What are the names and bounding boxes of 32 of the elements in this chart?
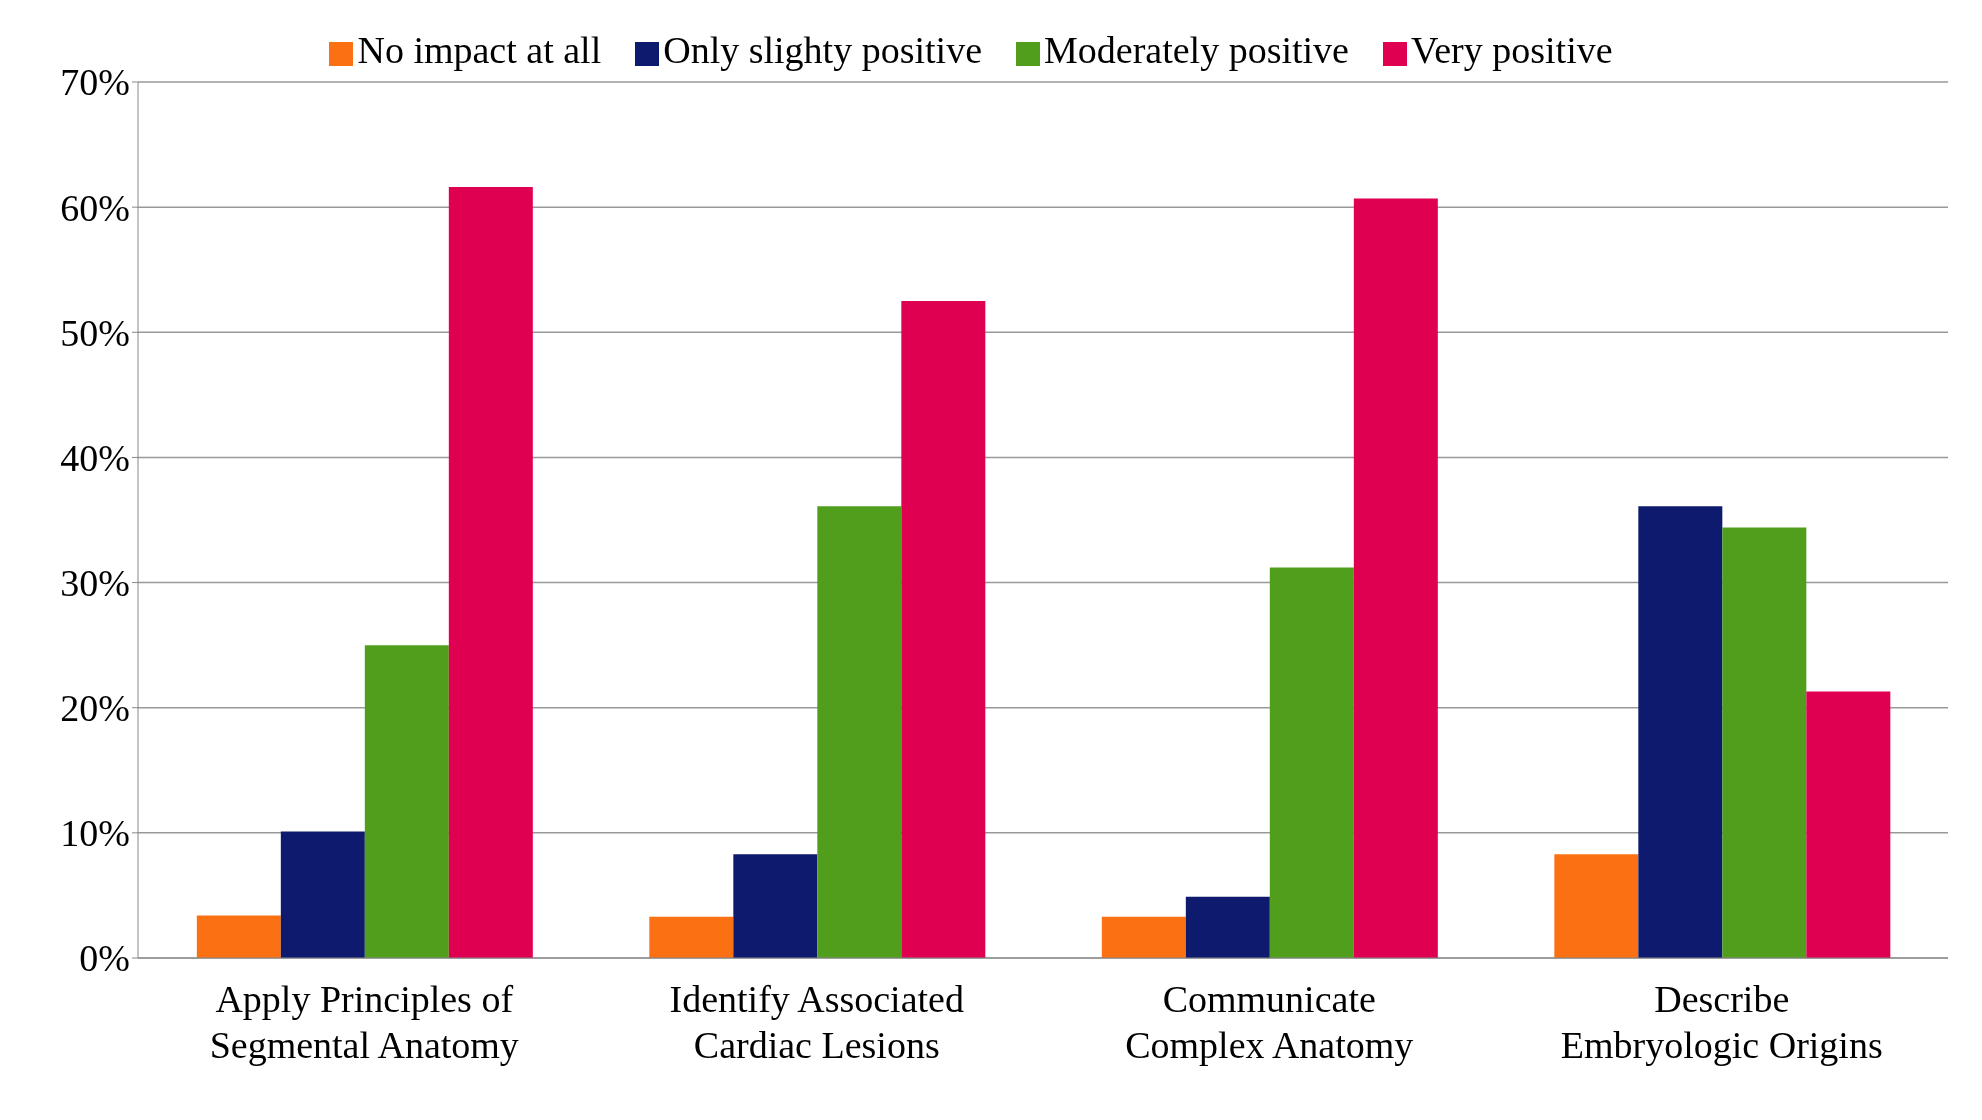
bar [901, 301, 986, 958]
x-tick-label: Apply Principles of Segmental Anatomy [209, 978, 519, 1066]
legend-label: Very positive [1410, 29, 1613, 71]
bar [364, 645, 449, 958]
legend-label: Only slighty positive [663, 29, 982, 71]
x-tick-label: Identify Associated Cardiac Lesions [669, 978, 964, 1066]
y-tick-label: 40% [60, 436, 130, 479]
bar [1101, 916, 1186, 958]
y-tick-label: 50% [60, 311, 130, 354]
y-tick-label: 70% [60, 61, 130, 104]
y-tick-label: 0% [79, 937, 130, 980]
bar [733, 854, 818, 958]
bar [1554, 854, 1639, 958]
bar [1806, 691, 1891, 958]
bar [448, 187, 533, 958]
y-tick-label: 60% [60, 186, 130, 229]
y-tick-label: 10% [60, 812, 130, 855]
x-tick-label: Communicate Complex Anatomy [1125, 978, 1414, 1066]
bar [817, 506, 902, 958]
bar [1269, 567, 1354, 958]
bar [1722, 527, 1807, 958]
bar [649, 916, 734, 958]
bar [1353, 198, 1438, 958]
bar [1185, 896, 1270, 958]
y-tick-label: 30% [60, 562, 130, 605]
bar [280, 831, 365, 958]
legend-label: No impact at all [357, 29, 602, 71]
bar [196, 915, 281, 958]
legend-label: Moderately positive [1044, 29, 1349, 71]
y-tick-label: 20% [60, 687, 130, 730]
x-tick-label: Describe Embryologic Origins [1560, 978, 1883, 1066]
bar [1638, 506, 1723, 958]
